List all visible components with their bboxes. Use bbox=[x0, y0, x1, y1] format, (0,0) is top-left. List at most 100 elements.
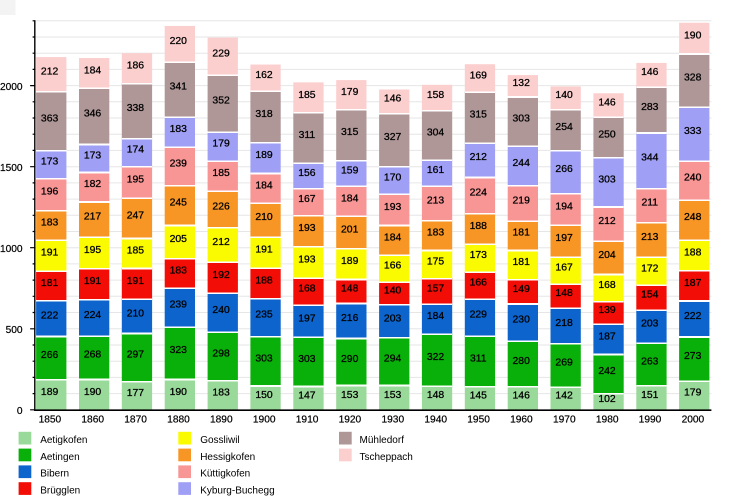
svg-text:224: 224 bbox=[84, 310, 102, 321]
svg-text:185: 185 bbox=[212, 168, 230, 179]
svg-text:240: 240 bbox=[212, 305, 230, 316]
svg-text:150: 150 bbox=[255, 390, 273, 401]
svg-text:Tscheppach: Tscheppach bbox=[360, 452, 413, 463]
svg-text:297: 297 bbox=[127, 349, 145, 360]
svg-text:Mühledorf: Mühledorf bbox=[360, 435, 405, 446]
svg-text:184: 184 bbox=[384, 232, 402, 243]
svg-text:187: 187 bbox=[684, 278, 702, 289]
svg-text:1500: 1500 bbox=[0, 163, 23, 174]
svg-text:185: 185 bbox=[127, 245, 145, 256]
svg-text:1850: 1850 bbox=[39, 414, 62, 425]
svg-text:139: 139 bbox=[598, 305, 616, 316]
svg-text:197: 197 bbox=[298, 313, 316, 324]
svg-text:212: 212 bbox=[598, 216, 616, 227]
svg-text:311: 311 bbox=[470, 354, 487, 365]
svg-text:294: 294 bbox=[384, 354, 402, 365]
svg-text:188: 188 bbox=[684, 247, 702, 258]
svg-text:240: 240 bbox=[684, 173, 702, 184]
svg-text:148: 148 bbox=[427, 390, 445, 401]
svg-text:322: 322 bbox=[427, 352, 445, 363]
svg-text:168: 168 bbox=[298, 284, 316, 295]
svg-text:213: 213 bbox=[641, 232, 659, 243]
svg-text:304: 304 bbox=[427, 127, 445, 138]
svg-text:254: 254 bbox=[555, 122, 573, 133]
svg-text:193: 193 bbox=[298, 254, 316, 265]
svg-text:175: 175 bbox=[427, 257, 445, 268]
svg-text:190: 190 bbox=[684, 31, 702, 42]
svg-text:169: 169 bbox=[470, 70, 488, 81]
svg-text:Küttigkofen: Küttigkofen bbox=[200, 469, 250, 480]
svg-text:145: 145 bbox=[470, 390, 488, 401]
svg-text:229: 229 bbox=[212, 49, 230, 60]
svg-text:191: 191 bbox=[255, 245, 273, 256]
svg-text:191: 191 bbox=[41, 248, 59, 259]
svg-text:218: 218 bbox=[555, 318, 573, 329]
svg-text:146: 146 bbox=[641, 67, 659, 78]
svg-text:315: 315 bbox=[341, 127, 359, 138]
svg-text:205: 205 bbox=[170, 234, 188, 245]
svg-text:1860: 1860 bbox=[81, 414, 104, 425]
svg-text:190: 190 bbox=[170, 387, 188, 398]
svg-text:158: 158 bbox=[427, 90, 445, 101]
svg-text:0: 0 bbox=[17, 406, 23, 417]
svg-text:212: 212 bbox=[212, 237, 230, 248]
svg-text:195: 195 bbox=[84, 245, 102, 256]
svg-text:183: 183 bbox=[427, 228, 445, 239]
svg-text:500: 500 bbox=[6, 325, 23, 336]
svg-text:247: 247 bbox=[127, 210, 145, 221]
svg-text:196: 196 bbox=[41, 187, 59, 198]
svg-text:229: 229 bbox=[470, 310, 488, 321]
svg-text:311: 311 bbox=[299, 130, 316, 141]
svg-text:352: 352 bbox=[212, 96, 230, 107]
svg-text:153: 153 bbox=[341, 390, 359, 401]
svg-text:303: 303 bbox=[298, 354, 316, 365]
svg-text:235: 235 bbox=[255, 310, 273, 321]
svg-text:192: 192 bbox=[212, 270, 230, 281]
svg-text:162: 162 bbox=[255, 70, 273, 81]
svg-text:146: 146 bbox=[384, 94, 402, 105]
svg-text:146: 146 bbox=[598, 98, 616, 109]
svg-text:333: 333 bbox=[684, 126, 702, 137]
svg-text:290: 290 bbox=[341, 354, 359, 365]
svg-text:327: 327 bbox=[384, 132, 402, 143]
svg-text:338: 338 bbox=[127, 103, 145, 114]
svg-text:187: 187 bbox=[598, 331, 616, 342]
svg-text:1920: 1920 bbox=[339, 414, 362, 425]
svg-text:1880: 1880 bbox=[167, 414, 190, 425]
svg-text:147: 147 bbox=[298, 390, 316, 401]
svg-text:222: 222 bbox=[41, 311, 59, 322]
svg-text:191: 191 bbox=[84, 276, 102, 287]
svg-text:220: 220 bbox=[170, 36, 188, 47]
svg-text:266: 266 bbox=[41, 350, 59, 361]
svg-text:222: 222 bbox=[684, 311, 702, 322]
svg-text:230: 230 bbox=[513, 315, 531, 326]
svg-text:1000: 1000 bbox=[0, 244, 23, 255]
svg-text:140: 140 bbox=[555, 90, 573, 101]
svg-text:1870: 1870 bbox=[124, 414, 147, 425]
svg-text:323: 323 bbox=[170, 345, 188, 356]
svg-text:242: 242 bbox=[598, 366, 616, 377]
svg-text:328: 328 bbox=[684, 73, 702, 84]
svg-text:148: 148 bbox=[341, 283, 359, 294]
svg-text:298: 298 bbox=[212, 348, 230, 359]
svg-text:184: 184 bbox=[341, 193, 359, 204]
svg-text:189: 189 bbox=[41, 387, 59, 398]
svg-text:151: 151 bbox=[641, 390, 659, 401]
svg-text:226: 226 bbox=[212, 202, 230, 213]
svg-text:174: 174 bbox=[127, 145, 145, 156]
svg-text:Brügglen: Brügglen bbox=[40, 485, 80, 496]
svg-text:182: 182 bbox=[84, 179, 102, 190]
svg-text:1930: 1930 bbox=[381, 414, 404, 425]
svg-text:315: 315 bbox=[470, 110, 488, 121]
svg-text:273: 273 bbox=[684, 351, 702, 362]
svg-text:Aetigkofen: Aetigkofen bbox=[40, 435, 87, 446]
svg-text:154: 154 bbox=[641, 290, 659, 301]
svg-text:269: 269 bbox=[555, 357, 573, 368]
svg-text:184: 184 bbox=[84, 65, 102, 76]
svg-text:211: 211 bbox=[642, 198, 659, 209]
svg-text:181: 181 bbox=[41, 278, 59, 289]
svg-text:219: 219 bbox=[513, 195, 531, 206]
svg-text:346: 346 bbox=[84, 108, 102, 119]
svg-text:Aetingen: Aetingen bbox=[40, 452, 79, 463]
svg-text:142: 142 bbox=[555, 391, 573, 402]
